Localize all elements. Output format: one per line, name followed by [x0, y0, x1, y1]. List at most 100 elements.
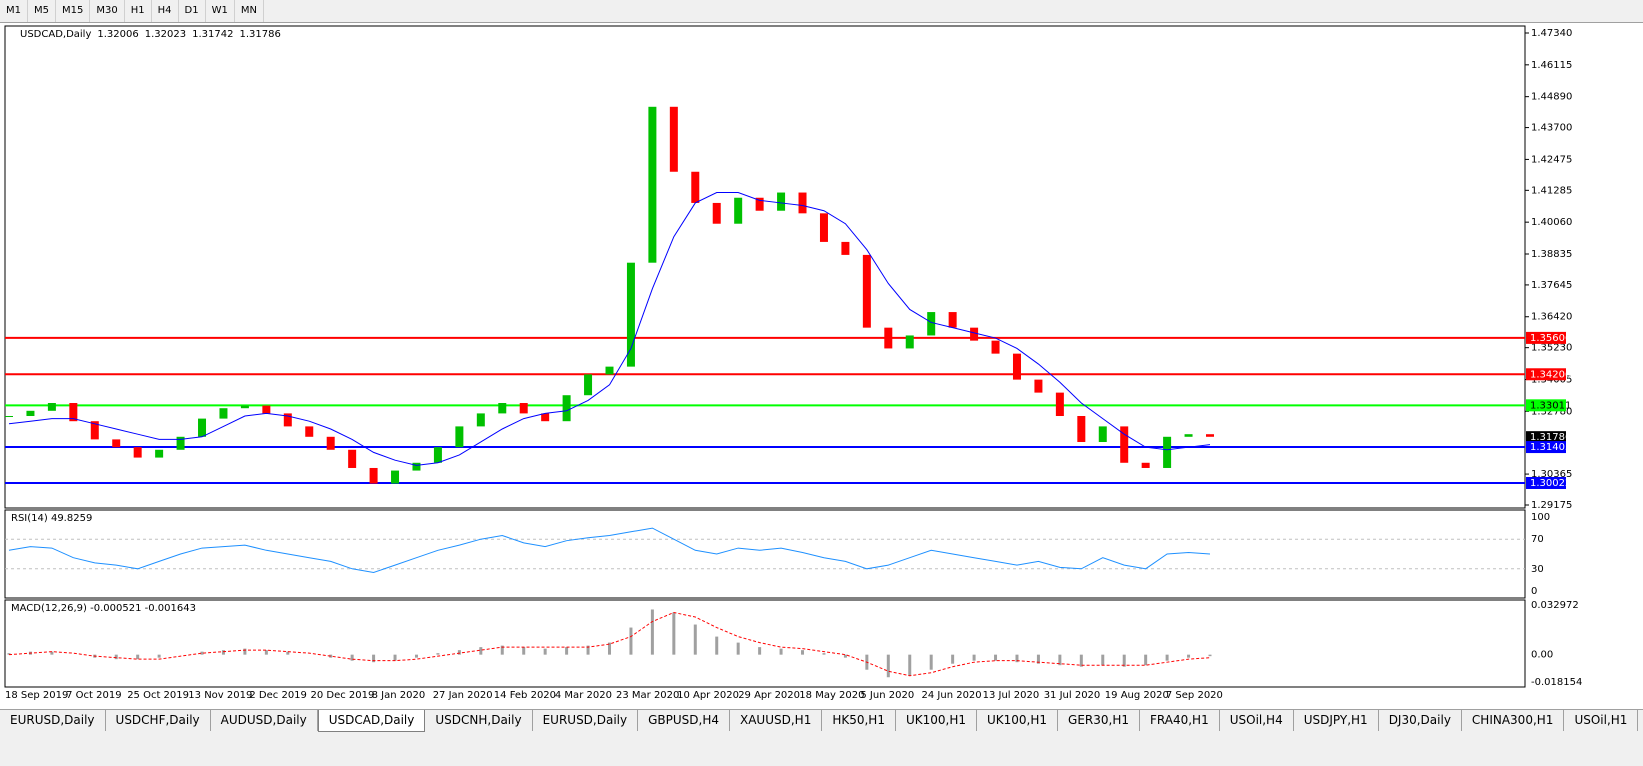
- chart-tab[interactable]: AUDUSD,Daily: [211, 710, 318, 731]
- price-bar: [798, 192, 807, 214]
- price-bar: [155, 449, 164, 458]
- chart-tab[interactable]: USDCAD,Daily: [317, 710, 426, 732]
- level-label: 1.33011: [1530, 400, 1571, 411]
- price-bar: [1163, 436, 1172, 468]
- price-bar: [734, 197, 743, 224]
- price-bar: [1184, 434, 1193, 437]
- timeframe-button[interactable]: MN: [235, 0, 264, 22]
- chart-tab[interactable]: DJ30,Daily: [1379, 710, 1462, 731]
- price-bar: [691, 171, 700, 203]
- x-tick-label: 25 Oct 2019: [127, 690, 189, 701]
- macd-tick-label: 0.00: [1531, 650, 1553, 661]
- price-bar: [605, 366, 614, 375]
- x-tick-label: 31 Jul 2020: [1044, 690, 1101, 701]
- price-bar: [90, 421, 99, 440]
- chart-tab[interactable]: GBPUSD,H4: [638, 710, 730, 731]
- chart-tab[interactable]: CHINA300,H1: [1462, 710, 1565, 731]
- chart-tab[interactable]: USOil,H4: [1220, 710, 1294, 731]
- chart-tab[interactable]: EURUSD,Daily: [533, 710, 639, 731]
- price-bar: [1077, 416, 1086, 442]
- macd-tick-label: 0.032972: [1531, 600, 1579, 611]
- y-tick-label: 1.38835: [1531, 249, 1572, 260]
- timeframe-button[interactable]: D1: [179, 0, 206, 22]
- price-bar: [305, 426, 314, 437]
- price-bar: [433, 447, 442, 463]
- x-tick-label: 24 Jun 2020: [922, 690, 982, 701]
- chart-header: USDCAD,Daily 1.32006 1.32023 1.31742 1.31786: [20, 29, 281, 40]
- level-tag: [1526, 368, 1566, 381]
- y-tick-label: 1.37645: [1531, 280, 1572, 291]
- ohlc-value: 1.31786: [239, 29, 280, 40]
- x-tick-label: 18 May 2020: [799, 690, 864, 701]
- price-bar: [669, 106, 678, 172]
- y-tick-label: 1.43700: [1531, 123, 1572, 134]
- price-bar: [562, 395, 571, 422]
- y-tick-label: 1.40060: [1531, 217, 1572, 228]
- timeframe-button[interactable]: H4: [152, 0, 179, 22]
- price-bar: [991, 340, 1000, 354]
- x-tick-label: 13 Nov 2019: [188, 690, 252, 701]
- chart-tab[interactable]: USDJPY,H1: [1294, 710, 1379, 731]
- timeframe-button[interactable]: H1: [125, 0, 152, 22]
- timeframe-button[interactable]: M1: [0, 0, 28, 22]
- timeframe-toolbar: M1 M5 M15 M30 H1 H4 D1 W1 MN: [0, 0, 1643, 23]
- price-bar: [841, 241, 850, 255]
- y-tick-label: 1.41285: [1531, 185, 1572, 196]
- price-bar: [176, 436, 185, 450]
- price-bar: [626, 262, 635, 367]
- rsi-tick-label: 70: [1531, 534, 1544, 545]
- x-tick-label: 18 Sep 2019: [5, 690, 68, 701]
- price-bar: [1055, 392, 1064, 417]
- level-label: 1.34206: [1530, 369, 1571, 380]
- chart-tab[interactable]: USDCNH,Daily: [425, 710, 533, 731]
- price-bar: [712, 202, 721, 224]
- chart-tab[interactable]: USDCHF,Daily: [106, 710, 211, 731]
- y-tick-label: 1.46115: [1531, 60, 1572, 71]
- rsi-tick-label: 0: [1531, 586, 1537, 597]
- price-bar: [69, 403, 78, 422]
- price-bar: [26, 410, 35, 417]
- level-tag: [1526, 441, 1566, 454]
- chart-tab[interactable]: GER30,H1: [1058, 710, 1140, 731]
- price-bar: [219, 408, 228, 419]
- price-bar: [391, 470, 400, 484]
- timeframe-button[interactable]: M5: [28, 0, 56, 22]
- moving-average: [8, 192, 1211, 466]
- x-tick-label: 4 Mar 2020: [555, 690, 612, 701]
- chart-tab[interactable]: EURUSD,Daily: [0, 710, 106, 731]
- timeframe-button[interactable]: M15: [56, 0, 91, 22]
- price-bar: [927, 312, 936, 336]
- x-tick-label: 14 Feb 2020: [494, 690, 556, 701]
- timeframe-button[interactable]: W1: [206, 0, 235, 22]
- x-tick-label: 8 Jan 2020: [372, 690, 426, 701]
- chart-tab[interactable]: UK100,H1: [896, 710, 977, 731]
- chart-tab[interactable]: USOil,H1: [1564, 710, 1639, 731]
- macd-tick-label: -0.018154: [1531, 677, 1582, 688]
- price-bar: [326, 436, 335, 450]
- price-bar: [283, 413, 292, 427]
- ohlc-value: 1.32023: [145, 29, 186, 40]
- level-label: 1.31405: [1530, 442, 1571, 453]
- macd-signal: [8, 611, 1211, 677]
- chart-tab[interactable]: HK50,H1: [822, 710, 896, 731]
- timeframe-button[interactable]: M30: [90, 0, 125, 22]
- price-bar: [541, 413, 550, 422]
- x-tick-label: 10 Apr 2020: [677, 690, 739, 701]
- price-bar: [112, 439, 121, 448]
- price-bar: [884, 327, 893, 349]
- level-label: 1.30022: [1530, 478, 1571, 489]
- price-bar: [369, 467, 378, 484]
- price-bar: [970, 327, 979, 341]
- y-tick-label: 1.36420: [1531, 312, 1572, 323]
- x-tick-label: 2 Dec 2019: [249, 690, 307, 701]
- level-tag: [1526, 476, 1566, 489]
- chart-tab[interactable]: UK100,H1: [977, 710, 1059, 731]
- level-tag: [1526, 431, 1566, 444]
- price-bar: [584, 374, 593, 396]
- y-tick-label: 1.30365: [1531, 469, 1572, 480]
- price-bar: [905, 335, 914, 349]
- chart-tab[interactable]: XAUUSD,H1: [730, 710, 823, 731]
- chart-tab[interactable]: FRA40,H1: [1140, 710, 1220, 731]
- price-bar: [1206, 434, 1214, 437]
